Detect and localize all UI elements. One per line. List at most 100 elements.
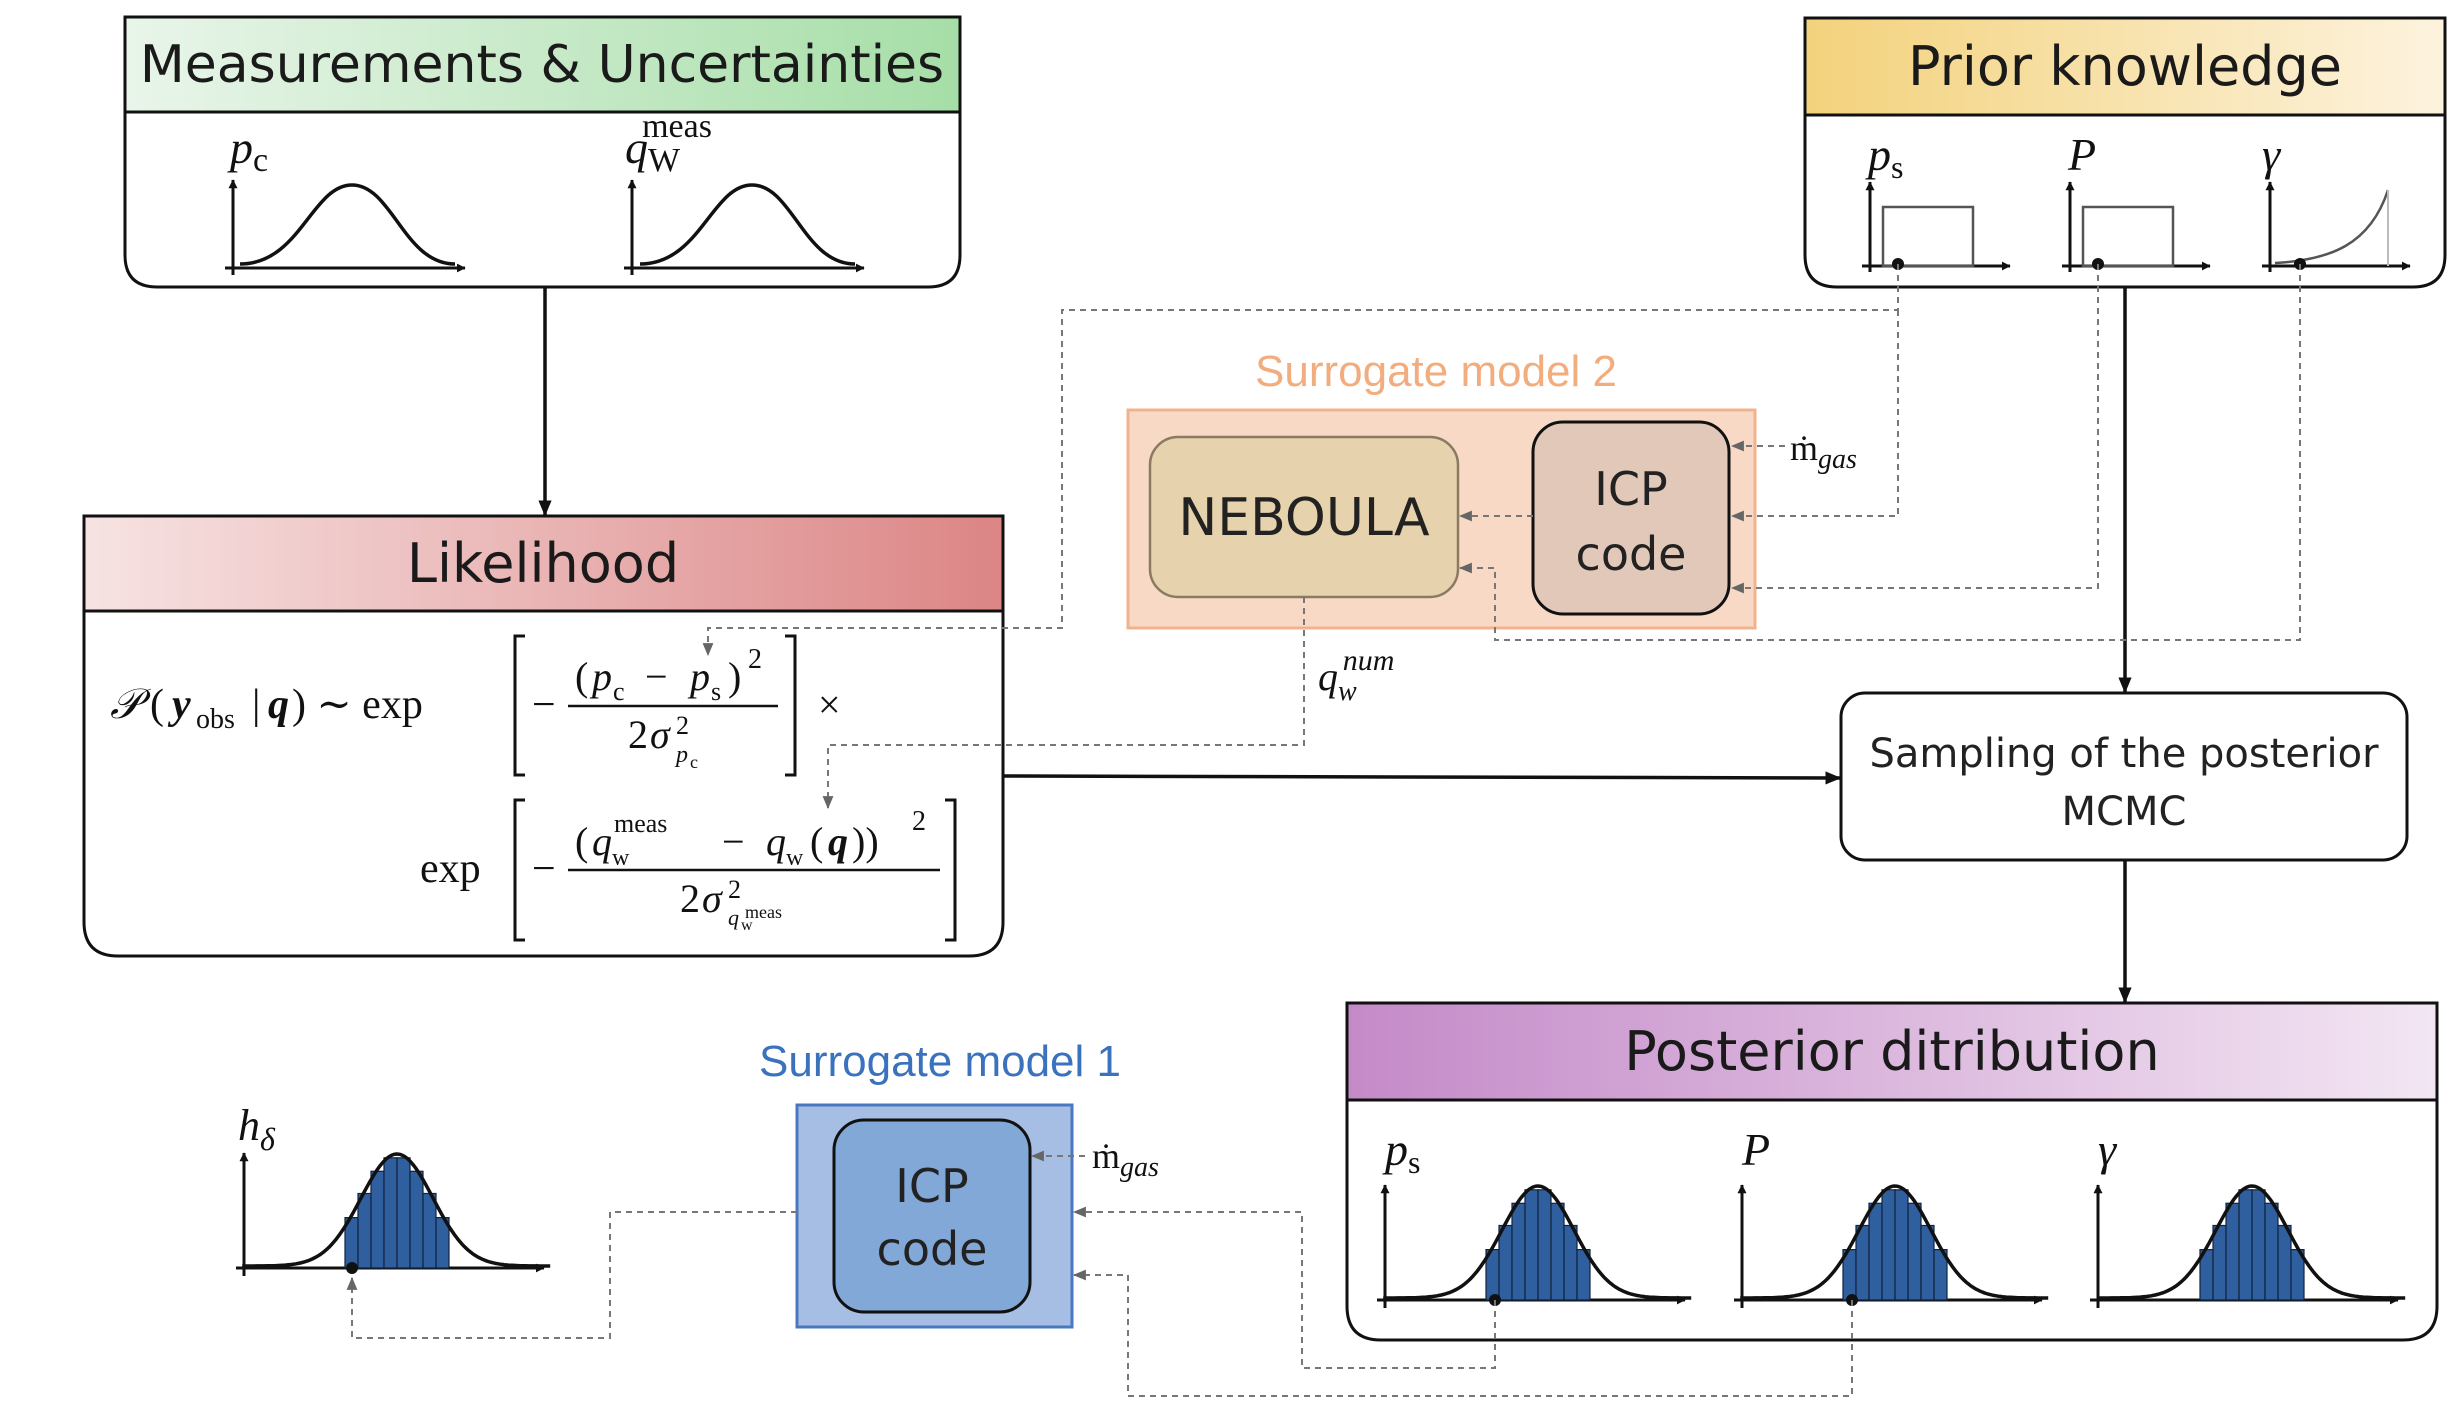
posterior-title: Posterior ditribution [1624,1020,2159,1083]
dash-gamma-to-neboula [1458,264,2301,641]
likelihood-formula: 𝒫 ( y obs | q ) ∼ exp − ( p c − p s ) 2 … [110,634,957,942]
histogram-bar [1920,1224,1935,1301]
svg-text:p: p [687,654,710,699]
likelihood-title: Likelihood [407,532,679,595]
histogram-bar [2251,1189,2266,1301]
prior-var-ps: ps [1865,129,1903,185]
dash-neboula-to-likelihood [822,597,1305,810]
icp1-line2: code [877,1222,988,1276]
svg-text:2: 2 [728,875,741,904]
histogram-bar [409,1170,424,1269]
svg-text:q: q [828,819,848,864]
surrogate-model-1: Surrogate model 1 ICP code ṁgas [759,1037,1159,1329]
svg-text:q: q [728,905,739,930]
histogram-bar [1894,1189,1909,1301]
svg-text:(: ( [575,654,588,699]
prior-gamma-exponential [2262,181,2411,272]
svg-text:−: − [722,819,745,864]
histogram-bar [422,1192,437,1269]
likelihood-box: Likelihood 𝒫 ( y obs | q ) ∼ exp − ( p c… [82,514,1005,958]
svg-text:|: | [252,682,260,728]
svg-text:) ∼ exp: ) ∼ exp [292,682,423,728]
histogram-bar [1868,1202,1883,1301]
surrogate-model-2: Surrogate model 2 NEBOULA ICP code ṁgas … [1126,347,1857,707]
svg-text:c: c [690,752,698,772]
svg-text:q: q [766,819,786,864]
svg-text:meas: meas [614,809,667,838]
h-delta-histogram [236,1152,551,1276]
svg-text:(: ( [810,819,823,864]
svg-text:(: ( [575,819,588,864]
prior-ps-uniform [1862,181,2011,272]
histogram-bar [396,1157,411,1269]
measurements-qw-gaussian [624,179,865,275]
histogram-bar [1563,1224,1578,1301]
sampling-line1: Sampling of the posterior [1869,731,2379,777]
svg-text:2: 2 [680,876,700,921]
measurements-box: Measurements & Uncertainties pc qWmeas [123,15,962,289]
posterior-P-histogram [1734,1184,2049,1308]
svg-text:2: 2 [748,644,762,675]
histogram-bar [1881,1189,1896,1301]
svg-text:w: w [786,845,804,871]
dash-ps-to-likelihood [702,264,1899,657]
icp1-line1: ICP [895,1159,968,1213]
svg-text:(: ( [150,682,164,728]
histogram-bar [1498,1224,1513,1301]
histogram-bar [2277,1224,2292,1301]
svg-text:2: 2 [676,711,689,740]
surrogate2-label: Surrogate model 2 [1255,347,1617,396]
icp-code-1-block [832,1118,1032,1314]
svg-text:q: q [592,819,612,864]
prior-var-P: P [2067,129,2096,180]
histogram-bar [383,1157,398,1269]
gaussian-curve [242,1152,551,1268]
svg-text:−: − [532,682,556,728]
posterior-var-gamma: γ [2098,1124,2118,1175]
sampling-line2: MCMC [2062,789,2187,835]
svg-text:w: w [741,917,753,934]
svg-text:)): )) [852,819,879,864]
measurements-pc-gaussian [225,179,466,275]
posterior-gamma-histogram [2090,1184,2406,1308]
svg-text:c: c [613,677,625,706]
surrogate1-mgas: ṁgas [1092,1136,1159,1183]
measurements-title: Measurements & Uncertainties [140,35,944,95]
icp-code-2-block [1531,420,1731,616]
histogram-bar [2264,1202,2279,1301]
dash-post-ps-to-icp1 [1072,1206,1496,1369]
prior-var-gamma: γ [2262,129,2282,180]
measurements-var-qw: qWmeas [625,108,712,179]
posterior-var-ps: ps [1382,1124,1420,1180]
histogram-bar [2212,1224,2227,1301]
icp2-line1: ICP [1594,462,1667,516]
svg-text:exp: exp [420,846,481,892]
histogram-bar [1537,1189,1552,1301]
svg-text:−: − [645,654,668,699]
svg-text:w: w [612,845,630,871]
svg-text:×: × [818,682,841,727]
dash-icp1-to-hdelta [346,1211,797,1339]
prior-box: Prior knowledge ps P γ [1803,16,2447,289]
dash-post-P-to-icp1 [1072,1269,1853,1397]
histogram-bar [1855,1224,1870,1301]
svg-text:2: 2 [628,712,648,757]
neboula-label: NEBOULA [1178,488,1430,548]
histogram-bar [1524,1189,1539,1301]
h-delta-plot: hδ [236,1101,551,1276]
histogram-bar [357,1192,372,1269]
svg-text:s: s [711,677,721,706]
posterior-var-P: P [1741,1124,1770,1175]
posterior-ps-histogram [1377,1184,1692,1308]
gaussian-curve [1383,1184,1692,1300]
histogram-bar [2238,1189,2253,1301]
solid-connectors [538,287,2132,1004]
svg-text:p: p [674,742,688,768]
histogram-bar [1511,1202,1526,1301]
svg-text:obs: obs [196,704,235,735]
svg-text:−: − [532,846,556,892]
dash-ps-to-icp2 [1730,310,1899,522]
sample-dot [346,1262,358,1274]
posterior-box: Posterior ditribution ps P γ [1345,1001,2439,1342]
